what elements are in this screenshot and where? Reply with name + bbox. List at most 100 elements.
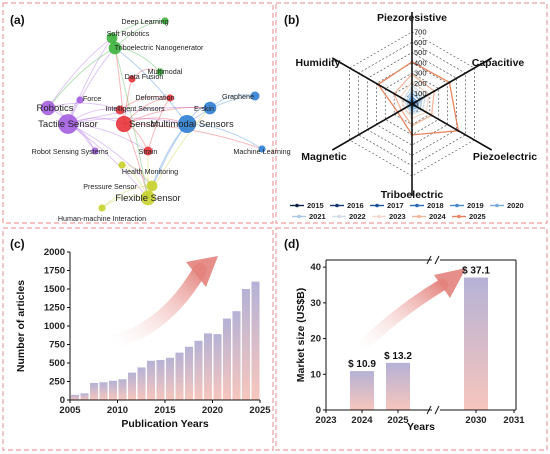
x-tick-label-c: 2015: [154, 405, 176, 416]
y-axis-title-d: Market size (US$B): [295, 288, 307, 383]
x-tick-label-d: 2025: [387, 415, 409, 426]
network-edge: [47, 47, 116, 109]
network-label-sensor: Sensor: [129, 119, 159, 130]
legend-marker-2018: [415, 203, 419, 208]
legend-label-2024: 2024: [429, 212, 447, 221]
radar-tick-label: 600: [414, 38, 427, 47]
network-label-pressure-sensor: Pressure Sensor: [83, 182, 137, 191]
network-node-multimodal: [156, 68, 164, 76]
radar-tick-label: 100: [414, 89, 427, 98]
article-bar-2015: [156, 360, 165, 400]
radar-tick-label: 0: [414, 100, 418, 109]
articles-axes: 0 250 500 750 1000 1250 1500 1750 2000 2005 2010 20…: [15, 247, 271, 430]
x-tick-label-d: 2023: [315, 415, 336, 426]
radar-axis-label-piezoresistive: Piezoresistive: [377, 12, 447, 24]
legend-marker-2023: [377, 214, 381, 219]
article-bar-2018: [184, 346, 194, 400]
article-bar-2024: [241, 289, 251, 400]
article-bar-2012: [127, 372, 137, 400]
network-label-intelligent-sensors: Intelligent Sensors: [105, 104, 165, 113]
legend-label-2021: 2021: [309, 212, 326, 221]
y-tick-label-d: 10: [310, 369, 321, 380]
network-edge: [47, 37, 113, 109]
radar-tick-label: 300: [414, 69, 427, 78]
network-edge: [67, 106, 211, 125]
x-tick-label-c: 2025: [249, 405, 271, 416]
network-node-intelligent-sensors: [115, 105, 125, 115]
legend-label-2017: 2017: [387, 201, 404, 210]
article-bar-2014: [146, 360, 156, 400]
radar-legend: 2015 2016 2017 2018 2019 2020 2021 2022 2023 2024…: [290, 201, 524, 221]
articles-bars: [70, 281, 260, 400]
network-nodes: Deep Learning Soft Robotics Triboelectric …: [32, 17, 291, 223]
legend-marker-2017: [375, 203, 379, 208]
article-bar-2025: [251, 281, 260, 400]
radar-tick-label: 400: [414, 58, 427, 67]
network-edge: [119, 96, 171, 111]
market-bars: $ 10.9 $ 13.2 $ 37.1: [348, 266, 490, 410]
network-label-data-fusion: Data Fusion: [125, 72, 164, 81]
article-bar-2017: [175, 352, 184, 400]
y-tick-label-d: 30: [310, 298, 321, 309]
y-tick-label-d: 0: [316, 405, 321, 416]
network-node-e-skin: [203, 101, 217, 115]
network-node-tactile-sensor: [58, 114, 78, 134]
network-node-soft-robotics: [106, 32, 118, 44]
panel-label-c: (c): [10, 237, 25, 251]
panel-d-border: [275, 227, 548, 451]
article-bar-2013: [137, 367, 146, 400]
network-node-force: [76, 96, 84, 104]
growth-arrow-c: [103, 263, 207, 350]
network-label-flexible-sensor: Flexible Sensor: [115, 193, 180, 204]
network-label-force: Force: [83, 94, 101, 103]
legend-marker-2022: [337, 214, 341, 219]
panel-label-a: (a): [10, 13, 25, 27]
network-node-graphene: [250, 91, 260, 101]
network-edge: [123, 106, 211, 125]
network-node-sensor: [115, 115, 133, 133]
panel-c-border: [2, 227, 274, 451]
legend-marker-2025: [457, 214, 461, 219]
x-tick-label-c: 2010: [107, 405, 128, 416]
network-label-soft-robotics: Soft Robotics: [107, 29, 150, 38]
x-axis-title-d: Years: [407, 421, 435, 433]
network-edge: [114, 47, 188, 125]
y-tick-label-c: 1500: [44, 284, 65, 295]
network-node-health-monitoring: [118, 161, 126, 169]
y-tick-label-c: 2000: [44, 247, 65, 258]
network-node-strain: [143, 146, 153, 156]
articles-bar-chart: 0 250 500 750 1000 1250 1500 1750 2000 2005 2010 20…: [15, 247, 271, 430]
network-node-deformation: [166, 94, 174, 102]
article-bar-2016: [165, 357, 175, 400]
network-edge: [67, 123, 153, 187]
legend-label-2019: 2019: [467, 201, 484, 210]
market-bar-2025: [386, 362, 410, 410]
radar-tick-label: 700: [414, 28, 427, 37]
radar-axis-label-triboelectric: Triboelectric: [381, 189, 444, 201]
network-node-robot-sensing-systems: [91, 147, 99, 155]
network-label-multimodal: Multimodal: [148, 67, 183, 76]
network-label-hmi: Human-machine Interaction: [58, 214, 146, 223]
legend-label-2016: 2016: [347, 201, 364, 210]
network-label-health-monitoring: Health Monitoring: [122, 167, 178, 176]
radar-axis-label-capacitive: Capacitive: [472, 57, 525, 69]
network-label-deformation: Deformation: [135, 93, 174, 102]
network-label-robotics: Robotics: [37, 103, 74, 114]
y-tick-label-c: 1750: [44, 266, 65, 277]
keyword-network: Deep Learning Soft Robotics Triboelectric …: [32, 17, 291, 223]
article-bar-2011: [118, 379, 127, 400]
network-edge: [67, 47, 116, 125]
network-label-machine-learning: Machine Learning: [233, 147, 290, 156]
market-bar-2030: [464, 277, 488, 410]
x-axis-title-c: Publication Years: [121, 418, 209, 430]
network-edge: [67, 123, 149, 199]
radar-axis-line: [411, 57, 493, 105]
axis-break-mark: [434, 405, 440, 415]
network-edge: [111, 20, 166, 39]
article-bar-2007: [80, 393, 89, 400]
legend-marker-2016: [335, 203, 339, 208]
